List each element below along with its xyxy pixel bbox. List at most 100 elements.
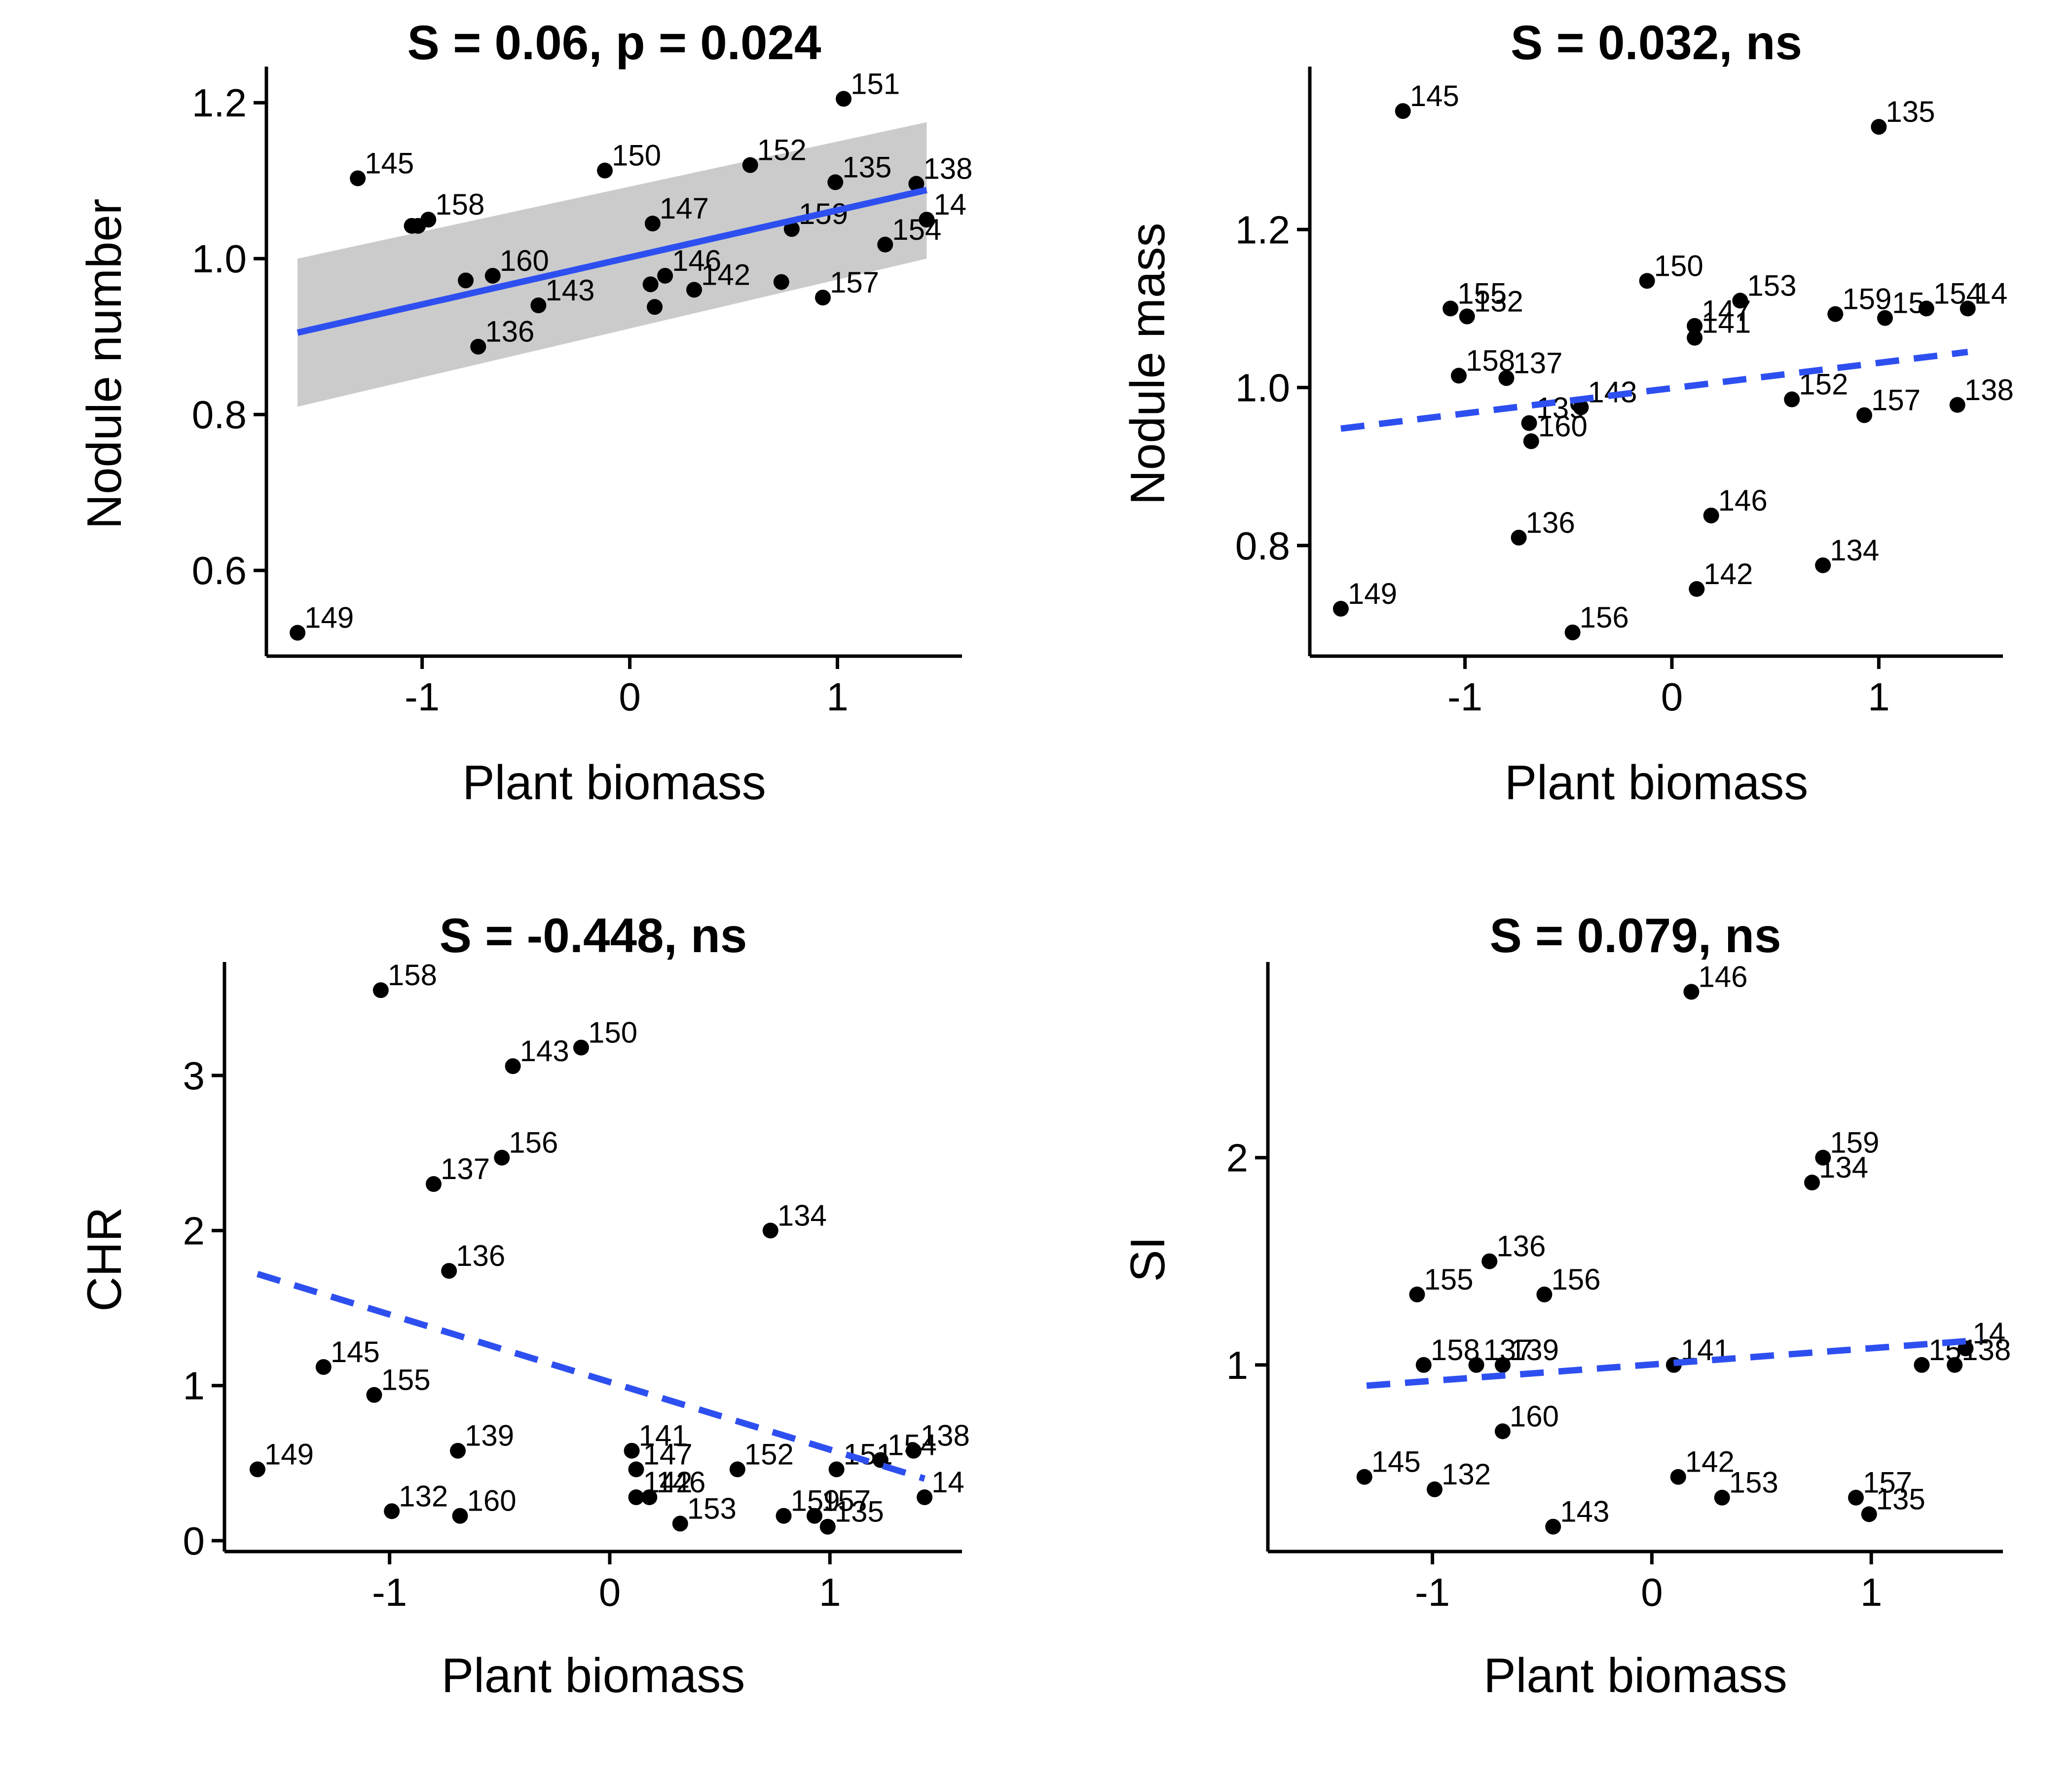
data-point — [1960, 300, 1976, 317]
y-axis-label: Nodule number — [77, 198, 131, 529]
point-label: 157 — [1863, 1466, 1912, 1499]
point-label: 158 — [388, 959, 437, 992]
point-label: 14 — [1975, 277, 2008, 310]
data-point — [452, 1508, 468, 1524]
data-point — [819, 1518, 836, 1535]
y-tick-label: 1 — [183, 1364, 205, 1408]
point-label: 143 — [1560, 1495, 1609, 1528]
data-point — [836, 91, 852, 107]
point-label: 160 — [1538, 409, 1588, 443]
point-label: 150 — [612, 139, 661, 172]
data-point — [815, 290, 831, 306]
point-label: 134 — [777, 1199, 827, 1232]
data-point — [1494, 1423, 1511, 1440]
y-axis-label: SI — [1120, 1236, 1175, 1282]
point-label: 156 — [1580, 601, 1629, 634]
y-tick-label: 0 — [183, 1519, 205, 1563]
point-label: 160 — [500, 244, 549, 277]
point-label: 134 — [1819, 1151, 1868, 1184]
point-label: 142 — [1703, 557, 1753, 591]
data-point — [807, 1508, 822, 1524]
x-axis-label: Plant biomass — [1483, 1648, 1787, 1702]
data-point — [672, 1516, 688, 1532]
point-label: 136 — [1496, 1230, 1546, 1263]
point-label: 147 — [1702, 295, 1751, 328]
data-point — [1949, 397, 1965, 413]
point-label: 14 — [933, 188, 966, 221]
data-point — [1564, 624, 1581, 640]
data-point — [783, 221, 800, 237]
data-point — [908, 176, 925, 192]
point-label: 158 — [435, 188, 484, 221]
point-label: 146 — [1698, 960, 1747, 993]
y-tick-label: 1.2 — [192, 81, 247, 125]
point-label: 146 — [656, 1466, 705, 1499]
point-label: 139 — [1510, 1333, 1559, 1367]
data-point — [647, 299, 663, 315]
data-point — [827, 174, 844, 190]
data-point — [828, 1461, 845, 1478]
data-point — [315, 1359, 332, 1375]
data-point — [1877, 310, 1893, 326]
point-label: 141 — [639, 1419, 688, 1452]
data-point — [1409, 1286, 1425, 1302]
data-point — [1687, 318, 1703, 334]
point-label: 132 — [1474, 285, 1523, 318]
data-point — [1683, 984, 1700, 1000]
point-label: 145 — [331, 1335, 380, 1369]
data-point — [644, 216, 661, 232]
data-point — [450, 1443, 466, 1459]
point-label: 160 — [1510, 1400, 1559, 1433]
panel-title: S = -0.448, ns — [440, 908, 747, 962]
x-tick-label: 0 — [619, 675, 641, 719]
point-label: 145 — [1371, 1445, 1421, 1479]
data-point — [1523, 433, 1539, 449]
panel-title: S = 0.079, ns — [1489, 908, 1781, 962]
y-tick-label: 0.6 — [192, 549, 247, 592]
data-point — [1332, 600, 1349, 617]
x-tick-label: 0 — [599, 1570, 621, 1614]
data-point — [1670, 1469, 1686, 1485]
point-label: 138 — [921, 1419, 970, 1452]
point-label: 159 — [1830, 1126, 1879, 1159]
point-label: 153 — [1747, 269, 1796, 302]
point-label: 157 — [830, 266, 879, 299]
trend-line — [1366, 1336, 1982, 1389]
data-point — [686, 282, 703, 298]
point-label: 135 — [1876, 1482, 1925, 1516]
point-label: 147 — [643, 1438, 693, 1471]
y-tick-label: 1.2 — [1235, 208, 1290, 252]
data-point — [1914, 1357, 1930, 1373]
x-tick-label: 0 — [1661, 675, 1683, 719]
point-label: 145 — [1410, 79, 1459, 112]
data-point — [1459, 308, 1475, 325]
x-axis-label: Plant biomass — [1505, 755, 1809, 810]
data-point — [919, 212, 935, 228]
data-point — [458, 272, 474, 289]
data-point — [1918, 300, 1934, 317]
data-point — [249, 1461, 265, 1478]
point-label: 132 — [399, 1480, 448, 1513]
point-label: 153 — [1729, 1466, 1778, 1499]
data-point — [1573, 399, 1589, 415]
point-label: 152 — [744, 1438, 794, 1471]
point-label: 15 — [1892, 287, 1925, 320]
x-axis-label: Plant biomass — [442, 1648, 745, 1702]
data-point — [384, 1503, 400, 1519]
point-label: 141 — [1702, 306, 1751, 339]
point-label: 149 — [1348, 577, 1397, 610]
point-label: 143 — [545, 274, 594, 307]
data-point — [1395, 103, 1411, 119]
data-point — [484, 267, 501, 284]
data-point — [1804, 1175, 1820, 1191]
point-label: 14 — [1972, 1317, 2005, 1350]
data-point — [441, 1263, 457, 1279]
point-label: 155 — [381, 1364, 430, 1397]
panel-nodule-mass: S = 0.032, ns Plant biomass Nodule mass … — [1120, 15, 2014, 810]
data-point — [597, 162, 613, 179]
point-label: 135 — [1886, 95, 1935, 128]
point-label: 136 — [456, 1239, 505, 1272]
data-point — [1861, 1506, 1877, 1522]
data-point — [372, 982, 389, 999]
panel-si: S = 0.079, ns Plant biomass SI 146 159134… — [1120, 908, 2011, 1702]
